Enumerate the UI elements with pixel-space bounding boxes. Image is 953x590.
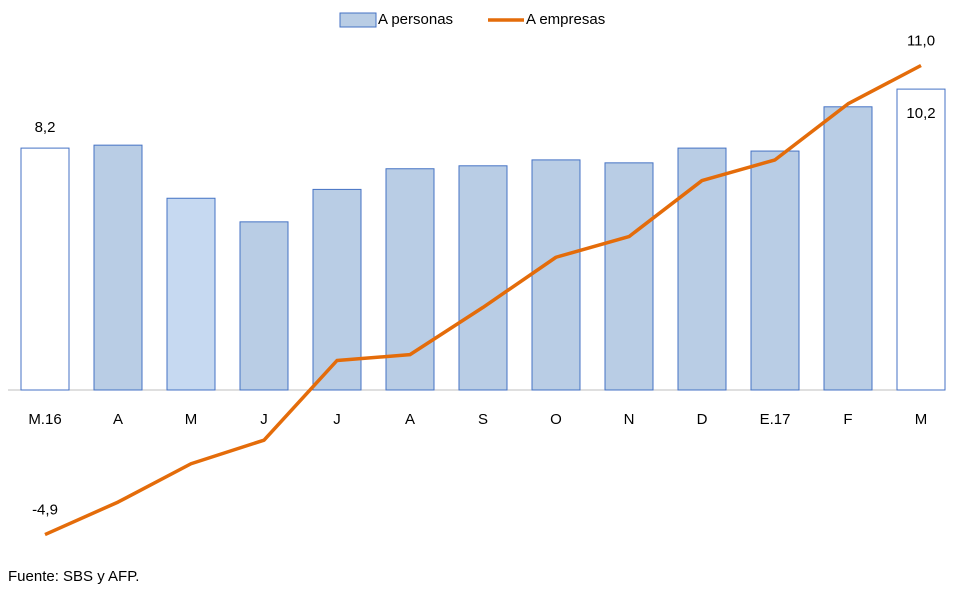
bar [20,147,70,391]
line [44,63,922,537]
bar [604,162,654,391]
legend-swatch [339,12,377,28]
bar [896,88,946,391]
bar [677,147,727,391]
legend-label: A empresas [526,11,605,28]
x-tick-label: O [550,411,562,428]
legend-label: A personas [378,11,453,28]
bar [458,165,508,391]
data-label: 11,0 [907,32,935,49]
bar [531,159,581,391]
x-tick-label: N [624,411,635,428]
source-note: Fuente: SBS y AFP. [8,568,139,585]
bar [823,106,873,391]
bar [750,150,800,391]
data-label: 10,2 [906,105,935,122]
data-label: -4,9 [32,502,58,519]
x-tick-label: D [697,411,708,428]
bar [166,197,216,391]
x-tick-label: M [915,411,928,428]
x-tick-label: J [260,411,268,428]
x-tick-label: S [478,411,488,428]
x-tick-label: M.16 [28,411,61,428]
x-tick-label: M [185,411,198,428]
x-tick-label: E.17 [760,411,791,428]
data-label: 8,2 [35,119,56,136]
bar [93,144,143,391]
x-tick-label: A [405,411,415,428]
bar [312,188,362,391]
bar [239,221,289,391]
x-tick-label: F [843,411,852,428]
x-tick-label: A [113,411,123,428]
x-tick-label: J [333,411,341,428]
